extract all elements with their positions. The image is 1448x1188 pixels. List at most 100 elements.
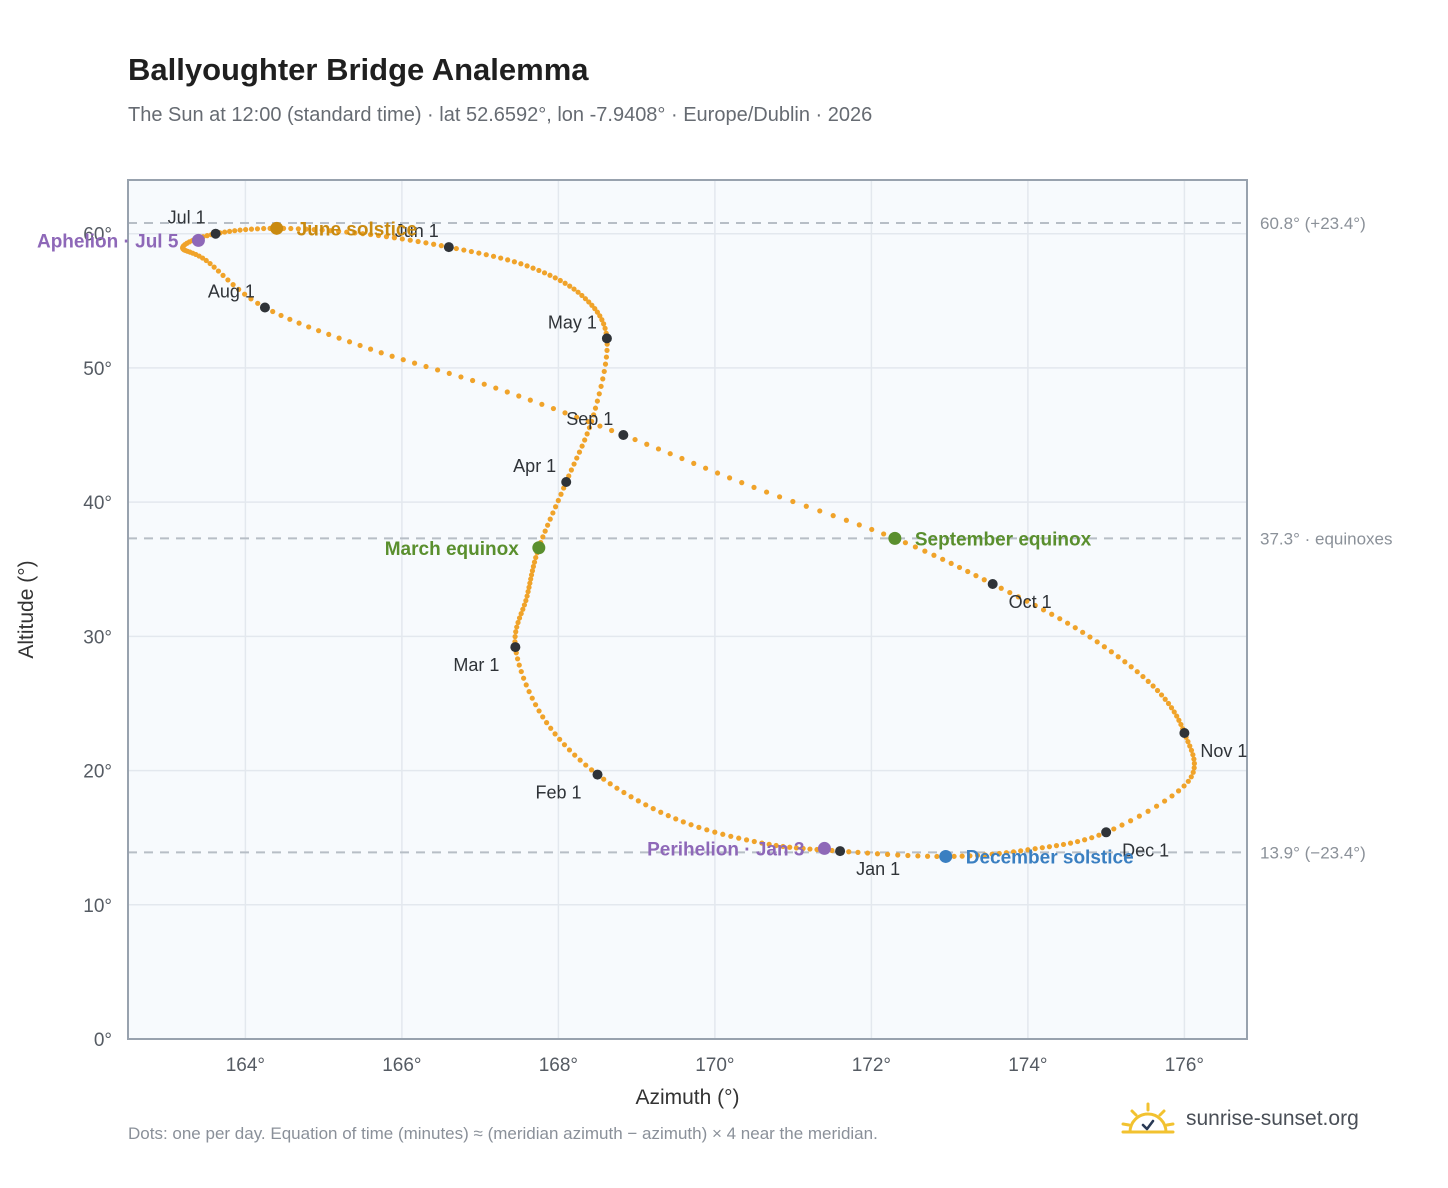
daily-sun-dot (550, 510, 556, 516)
daily-sun-dot (453, 245, 459, 252)
daily-sun-dot (751, 484, 757, 490)
daily-sun-dot (530, 563, 537, 570)
daily-sun-dot (520, 606, 526, 612)
daily-sun-dot (1046, 844, 1053, 850)
daily-sun-dot (881, 531, 887, 537)
daily-sun-dot (226, 228, 233, 234)
month-marker (1101, 827, 1112, 838)
daily-sun-dot (1136, 813, 1142, 819)
daily-sun-dot (924, 853, 931, 859)
daily-sun-dot (1115, 654, 1121, 660)
daily-sun-dot (1032, 602, 1038, 609)
daily-sun-dot (1154, 687, 1161, 694)
daily-sun-dot (516, 393, 522, 399)
daily-sun-dot (367, 346, 374, 352)
daily-sun-dot (513, 629, 519, 635)
daily-sun-dot (931, 552, 937, 558)
daily-sun-dot (803, 503, 809, 509)
daily-sun-dot (566, 747, 573, 753)
x-tick-label: 164° (226, 1055, 265, 1076)
reference-line-label: 37.3° · equinoxes (1260, 529, 1393, 548)
event-label: September equinox (915, 529, 1092, 550)
daily-sun-dot (951, 853, 957, 859)
daily-sun-dot (571, 286, 577, 292)
daily-sun-dot (516, 662, 522, 668)
month-label: Apr 1 (513, 456, 556, 476)
daily-sun-dot (1067, 840, 1074, 846)
daily-sun-dot (547, 272, 553, 278)
y-tick-label: 10° (83, 896, 112, 917)
daily-sun-dot (415, 238, 421, 245)
daily-sun-dot (237, 227, 243, 233)
daily-sun-dot (498, 255, 504, 261)
daily-sun-dot (996, 850, 1002, 857)
daily-sun-dot (712, 829, 718, 835)
daily-sun-dot (303, 226, 309, 232)
daily-sun-dot (527, 580, 533, 586)
daily-sun-dot (582, 437, 588, 443)
daily-sun-dot (1165, 700, 1172, 707)
daily-sun-dot (1145, 808, 1151, 814)
daily-sun-dot (830, 513, 836, 519)
daily-sun-dot (604, 347, 610, 353)
month-marker (443, 242, 454, 253)
y-tick-label: 0° (94, 1030, 112, 1051)
event-marker (532, 541, 546, 555)
event-label: June solstice (297, 219, 417, 240)
x-tick-label: 174° (1008, 1055, 1047, 1076)
daily-sun-dot (743, 837, 750, 843)
daily-sun-dot (407, 237, 413, 243)
daily-sun-dot (346, 339, 353, 345)
daily-sun-dot (1176, 717, 1182, 723)
month-marker (510, 642, 521, 653)
daily-sun-dot (378, 350, 384, 356)
daily-sun-dot (529, 568, 536, 574)
daily-sun-dot (696, 824, 702, 830)
daily-sun-dot (1191, 756, 1197, 762)
daily-sun-dot (524, 263, 530, 269)
daily-sun-dot (543, 720, 550, 726)
daily-sun-dot (1128, 664, 1134, 670)
daily-sun-dot (594, 398, 600, 404)
daily-sun-dot (389, 353, 395, 359)
daily-sun-dot (584, 431, 590, 437)
daily-sun-dot (547, 516, 553, 522)
daily-sun-dot (982, 852, 988, 858)
daily-sun-dot (1024, 598, 1030, 604)
daily-sun-dot (766, 841, 772, 847)
daily-sun-dot (602, 325, 608, 331)
daily-sun-dot (864, 850, 871, 856)
daily-sun-dot (1145, 678, 1151, 684)
daily-sun-dot (592, 306, 598, 312)
daily-sun-dot (763, 489, 770, 495)
daily-sun-dot (287, 316, 293, 322)
daily-sun-dot (199, 255, 206, 261)
month-label: Jun 1 (395, 221, 439, 241)
daily-sun-dot (1185, 778, 1191, 784)
daily-sun-dot (751, 838, 757, 845)
daily-sun-dot (576, 449, 583, 455)
x-tick-label: 168° (539, 1055, 578, 1076)
daily-sun-dot (773, 842, 779, 849)
daily-sun-dot (461, 247, 467, 253)
daily-sun-dot (515, 619, 521, 626)
daily-sun-dot (241, 291, 248, 297)
daily-sun-dot (571, 461, 577, 467)
daily-sun-dot (1174, 713, 1180, 719)
daily-sun-dot (1191, 760, 1197, 767)
daily-sun-dot (588, 767, 595, 773)
daily-sun-dot (505, 257, 511, 263)
daily-sun-dot (336, 335, 342, 341)
daily-sun-dot (609, 427, 615, 434)
brand[interactable]: sunrise-sunset.org (1120, 1102, 1359, 1136)
daily-sun-dot (1175, 788, 1182, 794)
daily-sun-dot (357, 342, 363, 349)
daily-sun-dot (607, 781, 613, 787)
daily-sun-dot (989, 851, 995, 857)
daily-sun-dot (1188, 747, 1195, 753)
daily-sun-dot (673, 816, 679, 822)
daily-sun-dot (541, 270, 548, 276)
daily-sun-dot (516, 615, 523, 621)
daily-sun-dot (1101, 644, 1107, 650)
